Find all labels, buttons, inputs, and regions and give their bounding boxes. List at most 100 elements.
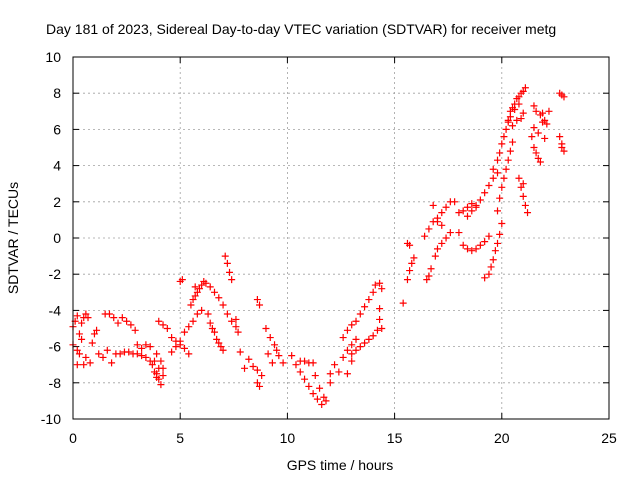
data-point [253, 296, 261, 304]
data-point [211, 328, 219, 336]
data-point [221, 252, 229, 260]
data-point [125, 348, 133, 356]
data-point [494, 169, 502, 177]
y-tick-label: 10 [45, 49, 61, 65]
data-point [496, 149, 504, 157]
data-point [506, 147, 514, 155]
data-point [373, 326, 381, 334]
data-point [361, 303, 369, 311]
data-point [153, 350, 161, 358]
data-point [268, 359, 276, 367]
data-point [146, 343, 154, 351]
data-point [487, 263, 495, 271]
data-point [536, 158, 544, 166]
data-point [226, 268, 234, 276]
data-point [476, 196, 484, 204]
data-point [406, 267, 414, 275]
data-point [539, 109, 547, 117]
y-tick-label: -8 [49, 375, 62, 391]
data-point [352, 317, 360, 325]
data-point [356, 343, 364, 351]
data-point [189, 317, 197, 325]
x-tick-label: 0 [69, 430, 77, 446]
data-point [153, 373, 161, 381]
data-point [150, 357, 158, 365]
data-point [425, 225, 433, 233]
data-point [504, 116, 512, 124]
chart-title: Day 181 of 2023, Sidereal Day-to-day VTE… [46, 21, 556, 37]
data-point [481, 238, 489, 246]
data-point [95, 350, 103, 358]
y-tick-label: 0 [53, 230, 61, 246]
data-point [78, 335, 86, 343]
data-point [279, 359, 287, 367]
data-point [118, 314, 126, 322]
data-point [530, 102, 538, 110]
data-point [80, 361, 88, 369]
x-tick-labels: 0 5 10 15 20 25 [69, 430, 617, 446]
data-point [541, 116, 549, 124]
data-point [509, 138, 517, 146]
data-point [131, 326, 139, 334]
data-point [157, 381, 165, 389]
data-point [155, 317, 163, 325]
data-point [504, 156, 512, 164]
data-point [138, 344, 146, 352]
data-point [301, 375, 309, 383]
data-point [273, 346, 281, 354]
data-point [258, 372, 266, 380]
data-point [234, 328, 242, 336]
data-point [271, 341, 279, 349]
data-point [142, 341, 150, 349]
data-point [545, 107, 553, 115]
data-point [403, 276, 411, 284]
data-point [191, 292, 199, 300]
data-point [356, 310, 364, 318]
data-point [193, 288, 201, 296]
data-point [266, 334, 274, 342]
data-point [262, 325, 270, 332]
data-point [427, 265, 435, 273]
data-point [369, 288, 377, 296]
y-tick-label: -4 [49, 302, 62, 318]
data-point [502, 165, 510, 173]
data-point [513, 116, 521, 124]
data-point [253, 366, 261, 374]
data-point [88, 339, 96, 347]
data-point [468, 247, 476, 255]
data-points [69, 84, 568, 409]
data-point [498, 183, 506, 191]
data-point [206, 283, 214, 291]
data-point [232, 315, 240, 323]
data-point [219, 301, 227, 309]
data-point [361, 339, 369, 347]
data-point [253, 379, 261, 387]
data-point [318, 401, 326, 409]
data-point [442, 234, 450, 242]
data-point [369, 332, 377, 340]
data-point [348, 321, 356, 329]
data-point [208, 325, 216, 332]
x-tick-label: 20 [494, 430, 510, 446]
data-point [491, 247, 499, 255]
data-point [494, 156, 502, 164]
data-point [455, 209, 463, 217]
data-point [245, 355, 253, 363]
y-tick-label: -2 [49, 266, 62, 282]
data-point [211, 288, 219, 296]
data-point [399, 299, 407, 307]
data-point [352, 346, 360, 354]
data-point [320, 393, 328, 401]
data-point [313, 395, 321, 403]
data-point [425, 272, 433, 280]
data-point [376, 279, 384, 287]
data-point [105, 310, 113, 318]
data-point [191, 283, 199, 291]
data-point [496, 230, 504, 238]
data-point [498, 220, 506, 228]
y-axis-label: SDTVAR / TECUs [5, 182, 21, 294]
data-point [378, 325, 386, 332]
x-tick-label: 5 [176, 430, 184, 446]
data-point [305, 382, 313, 390]
y-tick-label: 8 [53, 85, 61, 101]
